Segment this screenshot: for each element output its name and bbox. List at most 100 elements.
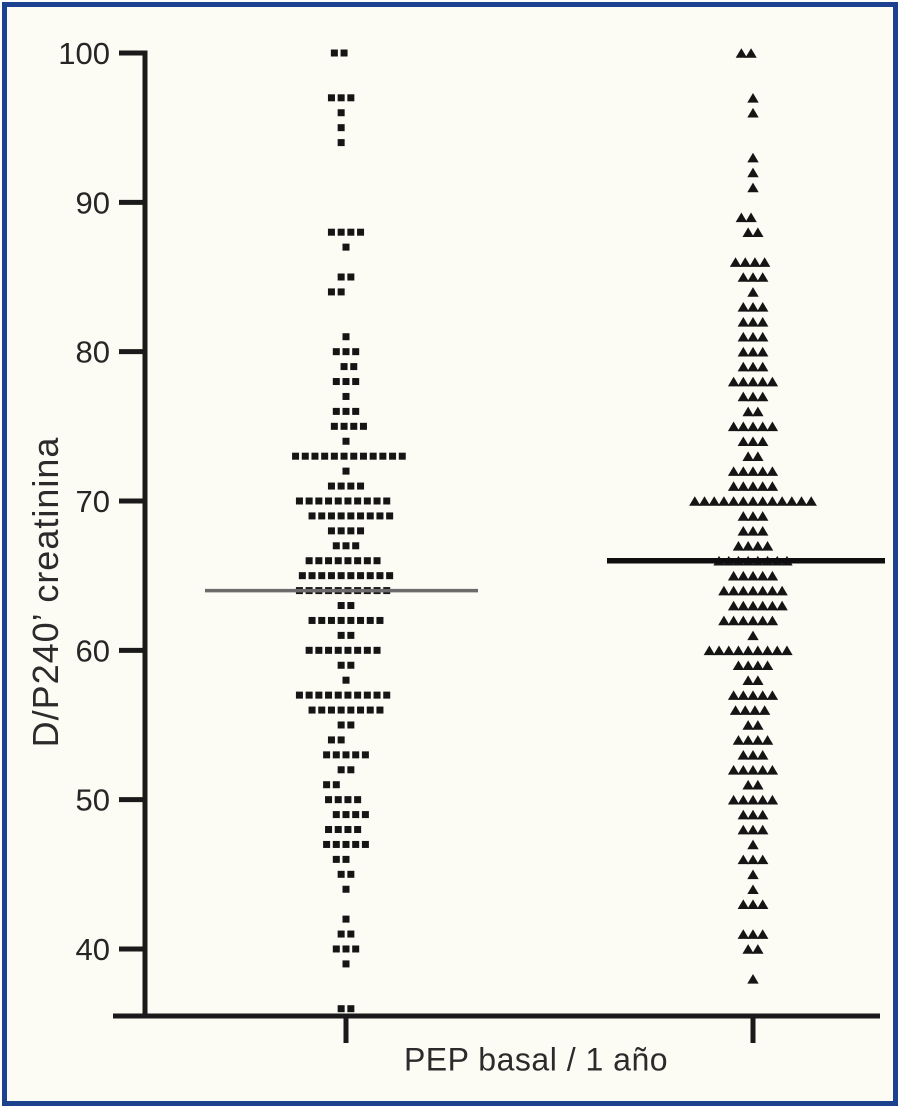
data-point-square <box>337 721 345 729</box>
data-point-square <box>327 736 335 744</box>
data-point-triangle <box>757 346 769 357</box>
data-point-triangle <box>727 764 740 775</box>
data-point-square <box>318 512 326 520</box>
data-point-square <box>340 363 348 371</box>
data-point-square <box>344 691 352 699</box>
data-point-square <box>337 512 345 520</box>
data-point-triangle <box>752 406 764 417</box>
data-point-square <box>376 706 384 714</box>
data-point-triangle <box>766 466 779 476</box>
data-point-triangle <box>737 376 749 387</box>
data-point-square <box>366 706 374 714</box>
data-point-square <box>337 766 345 774</box>
data-point-triangle <box>776 585 788 596</box>
data-point-triangle <box>752 660 764 671</box>
data-point-triangle <box>747 287 759 297</box>
data-point-square <box>327 228 335 236</box>
data-point-triangle <box>752 540 764 551</box>
data-point-square <box>327 482 335 490</box>
data-point-square <box>311 452 319 460</box>
data-point-triangle <box>698 496 711 506</box>
data-point-triangle <box>805 496 817 506</box>
data-point-triangle <box>747 824 759 835</box>
data-point-square <box>342 243 350 251</box>
data-point-triangle <box>747 600 759 611</box>
data-point-square <box>337 482 345 490</box>
data-point-triangle <box>757 929 769 939</box>
data-point-square <box>325 796 333 804</box>
data-point-triangle <box>718 615 730 626</box>
y-tick-label: 80 <box>76 335 110 370</box>
data-point-triangle <box>747 839 759 850</box>
data-point-square <box>342 751 350 759</box>
data-point-square <box>327 512 335 520</box>
data-point-square <box>361 840 369 848</box>
data-point-square <box>376 512 384 520</box>
data-point-square <box>347 721 355 729</box>
data-point-triangle <box>786 496 798 506</box>
data-point-square <box>327 288 335 296</box>
data-point-triangle <box>742 540 754 551</box>
data-point-triangle <box>737 750 749 760</box>
series-basal <box>205 49 478 1043</box>
data-point-square <box>308 572 316 580</box>
data-point-triangle <box>747 361 759 372</box>
data-point-square <box>342 676 350 684</box>
data-point-square <box>315 691 323 699</box>
data-point-triangle <box>747 496 759 506</box>
data-point-square <box>357 512 365 520</box>
data-point-square <box>332 811 340 819</box>
data-point-square <box>363 497 371 505</box>
data-point-triangle <box>745 48 757 58</box>
data-point-square <box>295 691 303 699</box>
data-point-triangle <box>737 600 749 611</box>
data-point-triangle <box>761 735 774 745</box>
data-point-triangle <box>766 481 779 491</box>
data-point-square <box>347 930 355 938</box>
data-point-square <box>342 437 350 445</box>
data-point-square <box>350 422 358 430</box>
data-point-square <box>352 751 360 759</box>
data-point-triangle <box>747 511 759 521</box>
data-point-triangle <box>742 660 754 671</box>
data-point-square <box>342 378 350 386</box>
data-point-triangle <box>766 794 779 805</box>
data-point-triangle <box>747 436 759 447</box>
data-point-square <box>357 527 365 535</box>
data-point-square <box>330 452 338 460</box>
data-point-square <box>315 497 323 505</box>
data-point-square <box>330 422 338 430</box>
data-point-triangle <box>757 600 769 611</box>
data-point-triangle <box>747 167 759 178</box>
data-point-square <box>363 557 371 565</box>
data-point-triangle <box>766 585 779 596</box>
data-point-square <box>332 840 340 848</box>
data-point-triangle <box>757 824 769 835</box>
data-point-square <box>386 512 394 520</box>
data-point-triangle <box>742 779 754 790</box>
data-point-square <box>347 572 355 580</box>
data-point-square <box>337 616 345 624</box>
data-point-square <box>342 915 350 923</box>
data-point-square <box>337 736 345 744</box>
data-point-square <box>305 691 313 699</box>
data-point-triangle <box>761 660 774 671</box>
data-point-square <box>347 512 355 520</box>
data-point-square <box>350 363 358 371</box>
data-point-triangle <box>757 809 769 820</box>
data-point-triangle <box>737 764 749 775</box>
data-point-triangle <box>752 675 764 685</box>
data-point-square <box>363 691 371 699</box>
data-point-triangle <box>757 750 769 760</box>
data-point-triangle <box>729 705 742 715</box>
data-point-triangle <box>727 466 740 476</box>
data-point-square <box>347 706 355 714</box>
data-point-square <box>354 691 362 699</box>
data-point-square <box>357 482 365 490</box>
data-point-square <box>337 602 345 610</box>
data-point-triangle <box>737 929 749 939</box>
data-point-triangle <box>757 570 769 581</box>
data-point-triangle <box>727 421 740 432</box>
data-point-triangle <box>727 585 740 596</box>
data-point-square <box>359 422 367 430</box>
